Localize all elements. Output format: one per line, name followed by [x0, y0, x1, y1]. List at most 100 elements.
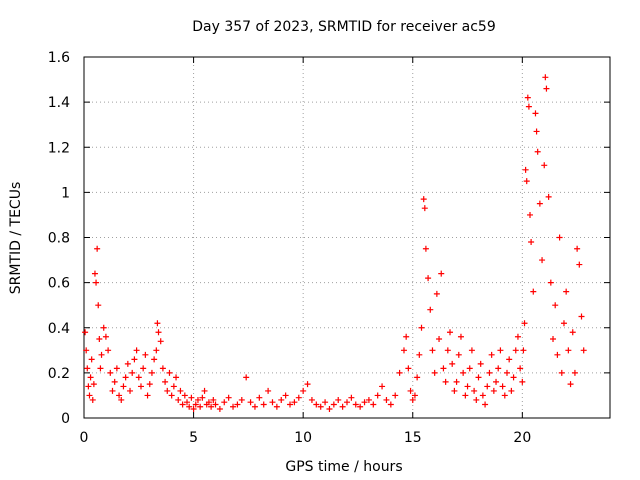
data-point — [522, 166, 529, 173]
data-point — [87, 374, 94, 381]
data-point — [436, 336, 443, 343]
data-point — [116, 392, 123, 399]
data-point — [154, 320, 161, 327]
data-point — [300, 387, 307, 394]
data-point — [230, 403, 237, 410]
data-point — [84, 365, 91, 372]
data-point — [96, 336, 103, 343]
data-point — [179, 401, 186, 408]
data-point — [523, 178, 530, 185]
data-point — [330, 401, 337, 408]
data-point — [486, 369, 493, 376]
data-point — [414, 374, 421, 381]
data-point — [93, 279, 100, 286]
data-point — [177, 387, 184, 394]
data-point — [400, 347, 407, 354]
data-point — [451, 387, 458, 394]
data-point — [550, 336, 557, 343]
data-point — [433, 290, 440, 297]
data-point — [473, 396, 480, 403]
data-point — [90, 381, 97, 388]
data-point — [462, 392, 469, 399]
data-point — [468, 347, 475, 354]
data-point — [208, 403, 215, 410]
data-point — [580, 347, 587, 354]
data-point — [313, 401, 320, 408]
data-point — [287, 401, 294, 408]
data-point — [124, 360, 131, 367]
data-point — [221, 399, 228, 406]
data-point — [519, 378, 526, 385]
y-tick-label: 1.6 — [48, 50, 70, 66]
data-point — [175, 396, 182, 403]
data-point — [199, 394, 206, 401]
data-point — [168, 392, 175, 399]
data-point — [181, 392, 188, 399]
data-point — [554, 351, 561, 358]
data-point — [127, 387, 134, 394]
data-point — [525, 103, 532, 110]
data-point — [569, 329, 576, 336]
data-point — [383, 396, 390, 403]
data-point — [260, 401, 267, 408]
data-point — [205, 399, 212, 406]
data-point — [86, 392, 93, 399]
data-point — [488, 351, 495, 358]
data-point — [512, 347, 519, 354]
data-point — [541, 162, 548, 169]
data-point — [153, 347, 160, 354]
data-point — [95, 302, 102, 309]
y-tick-label: 0.2 — [48, 366, 70, 382]
data-point — [278, 396, 285, 403]
x-tick-label: 15 — [404, 430, 422, 446]
data-point — [155, 329, 162, 336]
data-point — [216, 405, 223, 412]
data-point — [567, 381, 574, 388]
data-point — [490, 387, 497, 394]
data-point — [105, 347, 112, 354]
data-points — [82, 74, 587, 412]
data-point — [89, 396, 96, 403]
data-point — [482, 401, 489, 408]
data-point — [282, 392, 289, 399]
data-point — [91, 270, 98, 277]
y-tick-label: 0.6 — [48, 276, 70, 292]
x-tick-label: 20 — [513, 430, 531, 446]
data-point — [578, 313, 585, 320]
data-point — [251, 403, 258, 410]
data-point — [97, 365, 104, 372]
data-point — [295, 394, 302, 401]
data-point — [247, 399, 254, 406]
data-point — [418, 324, 425, 331]
x-tick-label: 5 — [189, 430, 198, 446]
data-point — [83, 347, 90, 354]
data-point — [521, 320, 528, 327]
data-point — [140, 365, 147, 372]
data-point — [560, 320, 567, 327]
data-point — [148, 369, 155, 376]
data-point — [429, 347, 436, 354]
data-point — [503, 369, 510, 376]
y-tick-label: 0.4 — [48, 321, 70, 337]
grid-lines — [84, 57, 610, 418]
data-point — [499, 383, 506, 390]
data-point — [133, 347, 140, 354]
data-point — [201, 387, 208, 394]
data-point — [407, 387, 414, 394]
data-point — [111, 378, 118, 385]
data-point — [357, 403, 364, 410]
data-point — [109, 387, 116, 394]
data-point — [159, 365, 166, 372]
data-point — [304, 381, 311, 388]
data-point — [162, 378, 169, 385]
data-point — [571, 369, 578, 376]
data-point — [493, 378, 500, 385]
data-point — [440, 365, 447, 372]
data-point — [449, 360, 456, 367]
y-tick-label: 0.8 — [48, 231, 70, 247]
data-point — [225, 394, 232, 401]
data-point — [142, 351, 149, 358]
data-point — [411, 392, 418, 399]
x-tick-label: 10 — [294, 430, 312, 446]
